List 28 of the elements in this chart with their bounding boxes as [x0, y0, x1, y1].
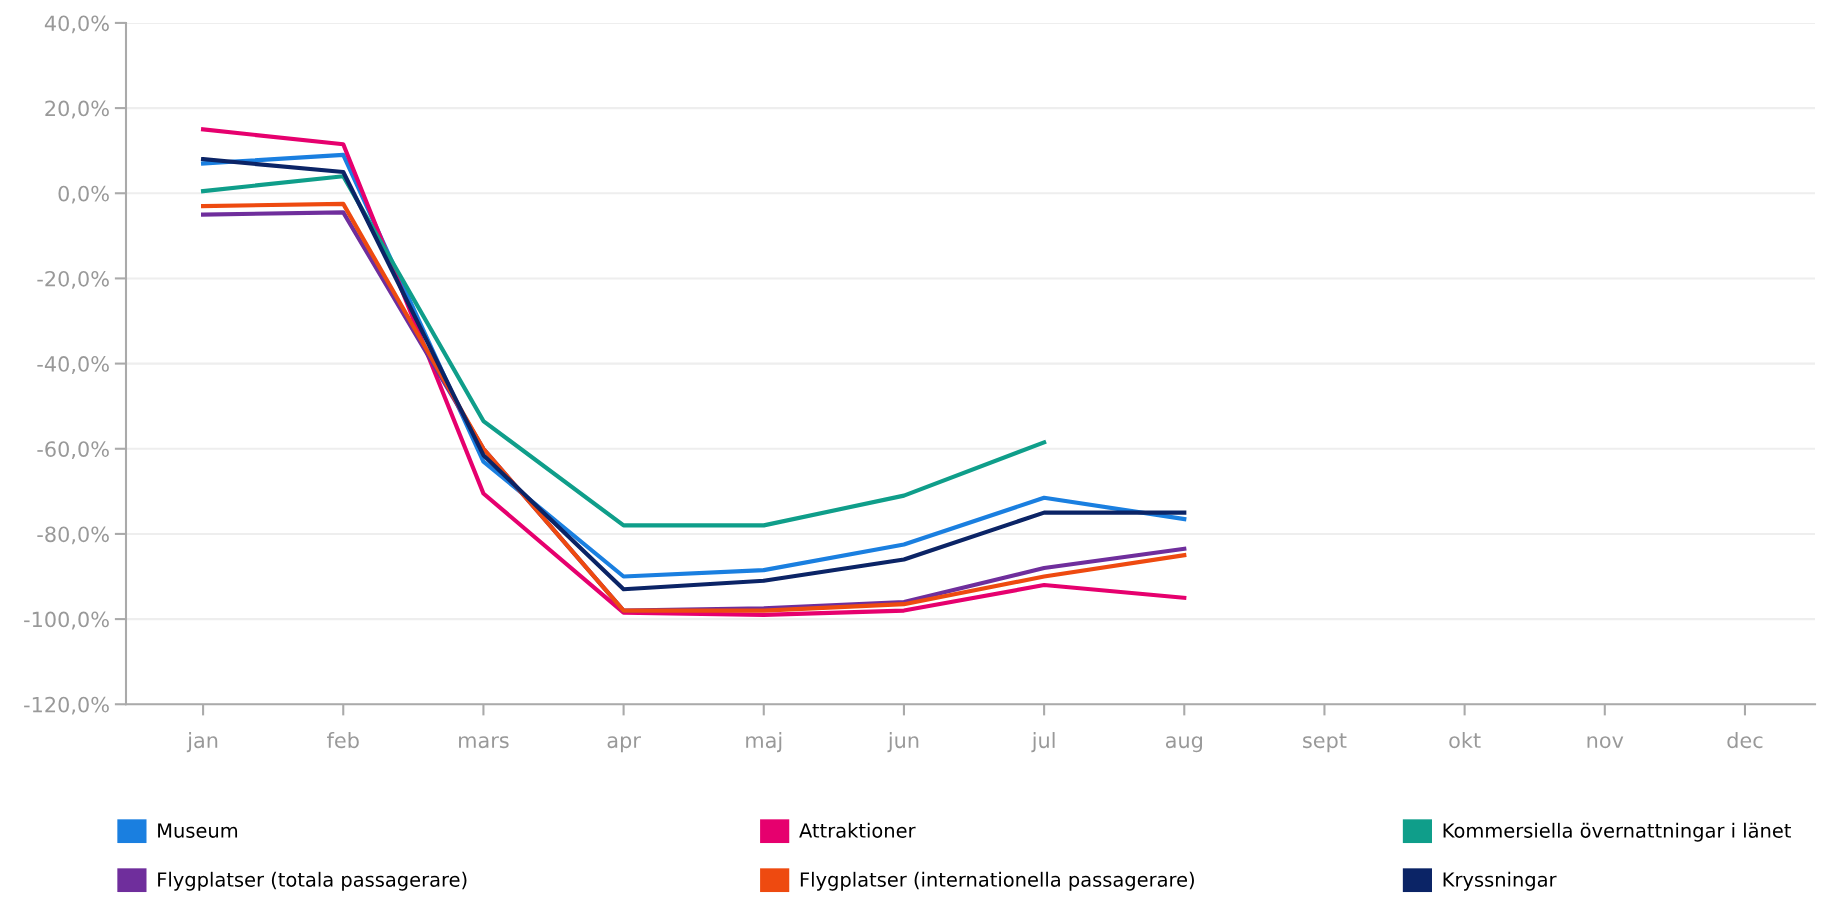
x-tick-label: okt: [1449, 732, 1481, 749]
y-tick-label: -60,0%: [37, 441, 109, 460]
x-tick-label: jan: [186, 732, 218, 753]
legend-label: Flygplatser (totala passagerare): [158, 871, 467, 891]
line-series: [201, 174, 1047, 528]
legend-label: Kommersiella övernattningar i länet: [1443, 822, 1791, 842]
x-tick-label: nov: [1587, 736, 1624, 749]
x-tick-label: sept: [1303, 733, 1347, 753]
x-tick-label: dec: [1727, 732, 1763, 749]
y-tick-label: -20,0%: [37, 270, 109, 289]
legend-label: Museum: [158, 823, 238, 838]
x-tick-label: mars: [459, 736, 509, 749]
y-tick-label: 0,0%: [58, 185, 109, 204]
legend-label: Attraktioner: [799, 822, 916, 838]
legend-label: Flygplatser (internationella passagerare): [800, 871, 1194, 891]
x-tick-label: apr: [607, 736, 641, 753]
x-tick-label: aug: [1165, 736, 1202, 753]
x-tick-label: jun: [887, 732, 919, 753]
y-tick-label: -40,0%: [37, 356, 109, 374]
y-tick-label: -100,0%: [24, 611, 109, 630]
legend-label: Kryssningar: [1443, 871, 1557, 891]
y-tick-label: 20,0%: [45, 100, 109, 119]
x-tick-label: maj: [746, 732, 782, 753]
y-tick-label: 40,0%: [44, 15, 109, 34]
x-tick-label: jul: [1031, 732, 1055, 753]
y-tick-label: -80,0%: [37, 526, 109, 545]
y-tick-label: -120,0%: [24, 696, 109, 715]
x-tick-label: feb: [327, 732, 359, 749]
